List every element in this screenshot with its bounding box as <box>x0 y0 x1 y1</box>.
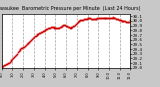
Text: Milwaukee  Barometric Pressure per Minute  (Last 24 Hours): Milwaukee Barometric Pressure per Minute… <box>0 6 141 11</box>
